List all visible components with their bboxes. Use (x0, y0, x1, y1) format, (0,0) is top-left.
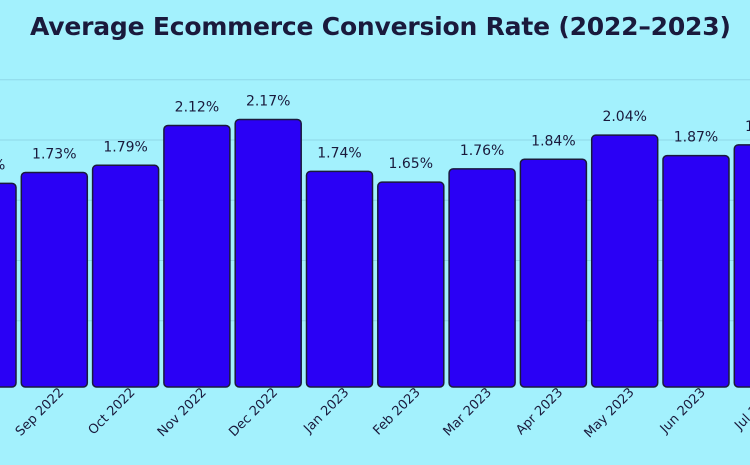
bar-value-label: 1.79% (103, 139, 147, 155)
bar-value-label: 1.65% (389, 156, 433, 172)
x-tick-label: Jan 2023 (301, 385, 353, 437)
bar-value-label: 2.12% (175, 100, 219, 116)
bar (733, 144, 750, 388)
bar (448, 168, 516, 388)
bar-value-label: 1.74% (317, 145, 361, 161)
bar (662, 154, 730, 388)
bar-value-label: 1.64% (0, 157, 5, 173)
bar-value-label: 1.87% (674, 130, 718, 146)
bar-value-label: 1.84% (531, 133, 575, 149)
x-tick-label: Feb 2023 (370, 385, 423, 438)
x-tick-label: Nov 2022 (155, 385, 210, 440)
bar (305, 170, 374, 388)
x-tick-label: Oct 2022 (86, 385, 139, 438)
x-tick-label: May 2023 (582, 385, 638, 441)
bar-value-label: 1.76% (460, 143, 504, 159)
x-tick-label: Dec 2022 (226, 385, 281, 440)
bar-value-label: 1.96% (745, 119, 750, 135)
bar (590, 134, 659, 388)
chart-title: Average Ecommerce Conversion Rate (2022–… (30, 12, 731, 41)
bar (519, 158, 588, 388)
bar-value-label: 2.04% (602, 109, 646, 125)
bar (91, 164, 160, 388)
x-tick-label: Sep 2022 (13, 385, 67, 439)
x-tick-label: Jun 2023 (657, 385, 709, 437)
bar (234, 118, 302, 388)
bar-value-label: 2.17% (246, 94, 290, 110)
x-tick-label: Apr 2023 (513, 385, 566, 438)
x-tick-label: Mar 2023 (441, 385, 495, 439)
bars (0, 118, 750, 388)
bar (20, 171, 89, 388)
bar-value-label: 1.73% (32, 147, 76, 163)
x-tick-label: Jul 2023 (731, 385, 750, 434)
value-labels: 1.64% 1.73% 1.79% 2.12% 2.17% 1.74% 1.65% 1.76%… (0, 94, 750, 174)
bar (163, 124, 231, 388)
bar (0, 182, 17, 388)
bar (377, 181, 445, 388)
